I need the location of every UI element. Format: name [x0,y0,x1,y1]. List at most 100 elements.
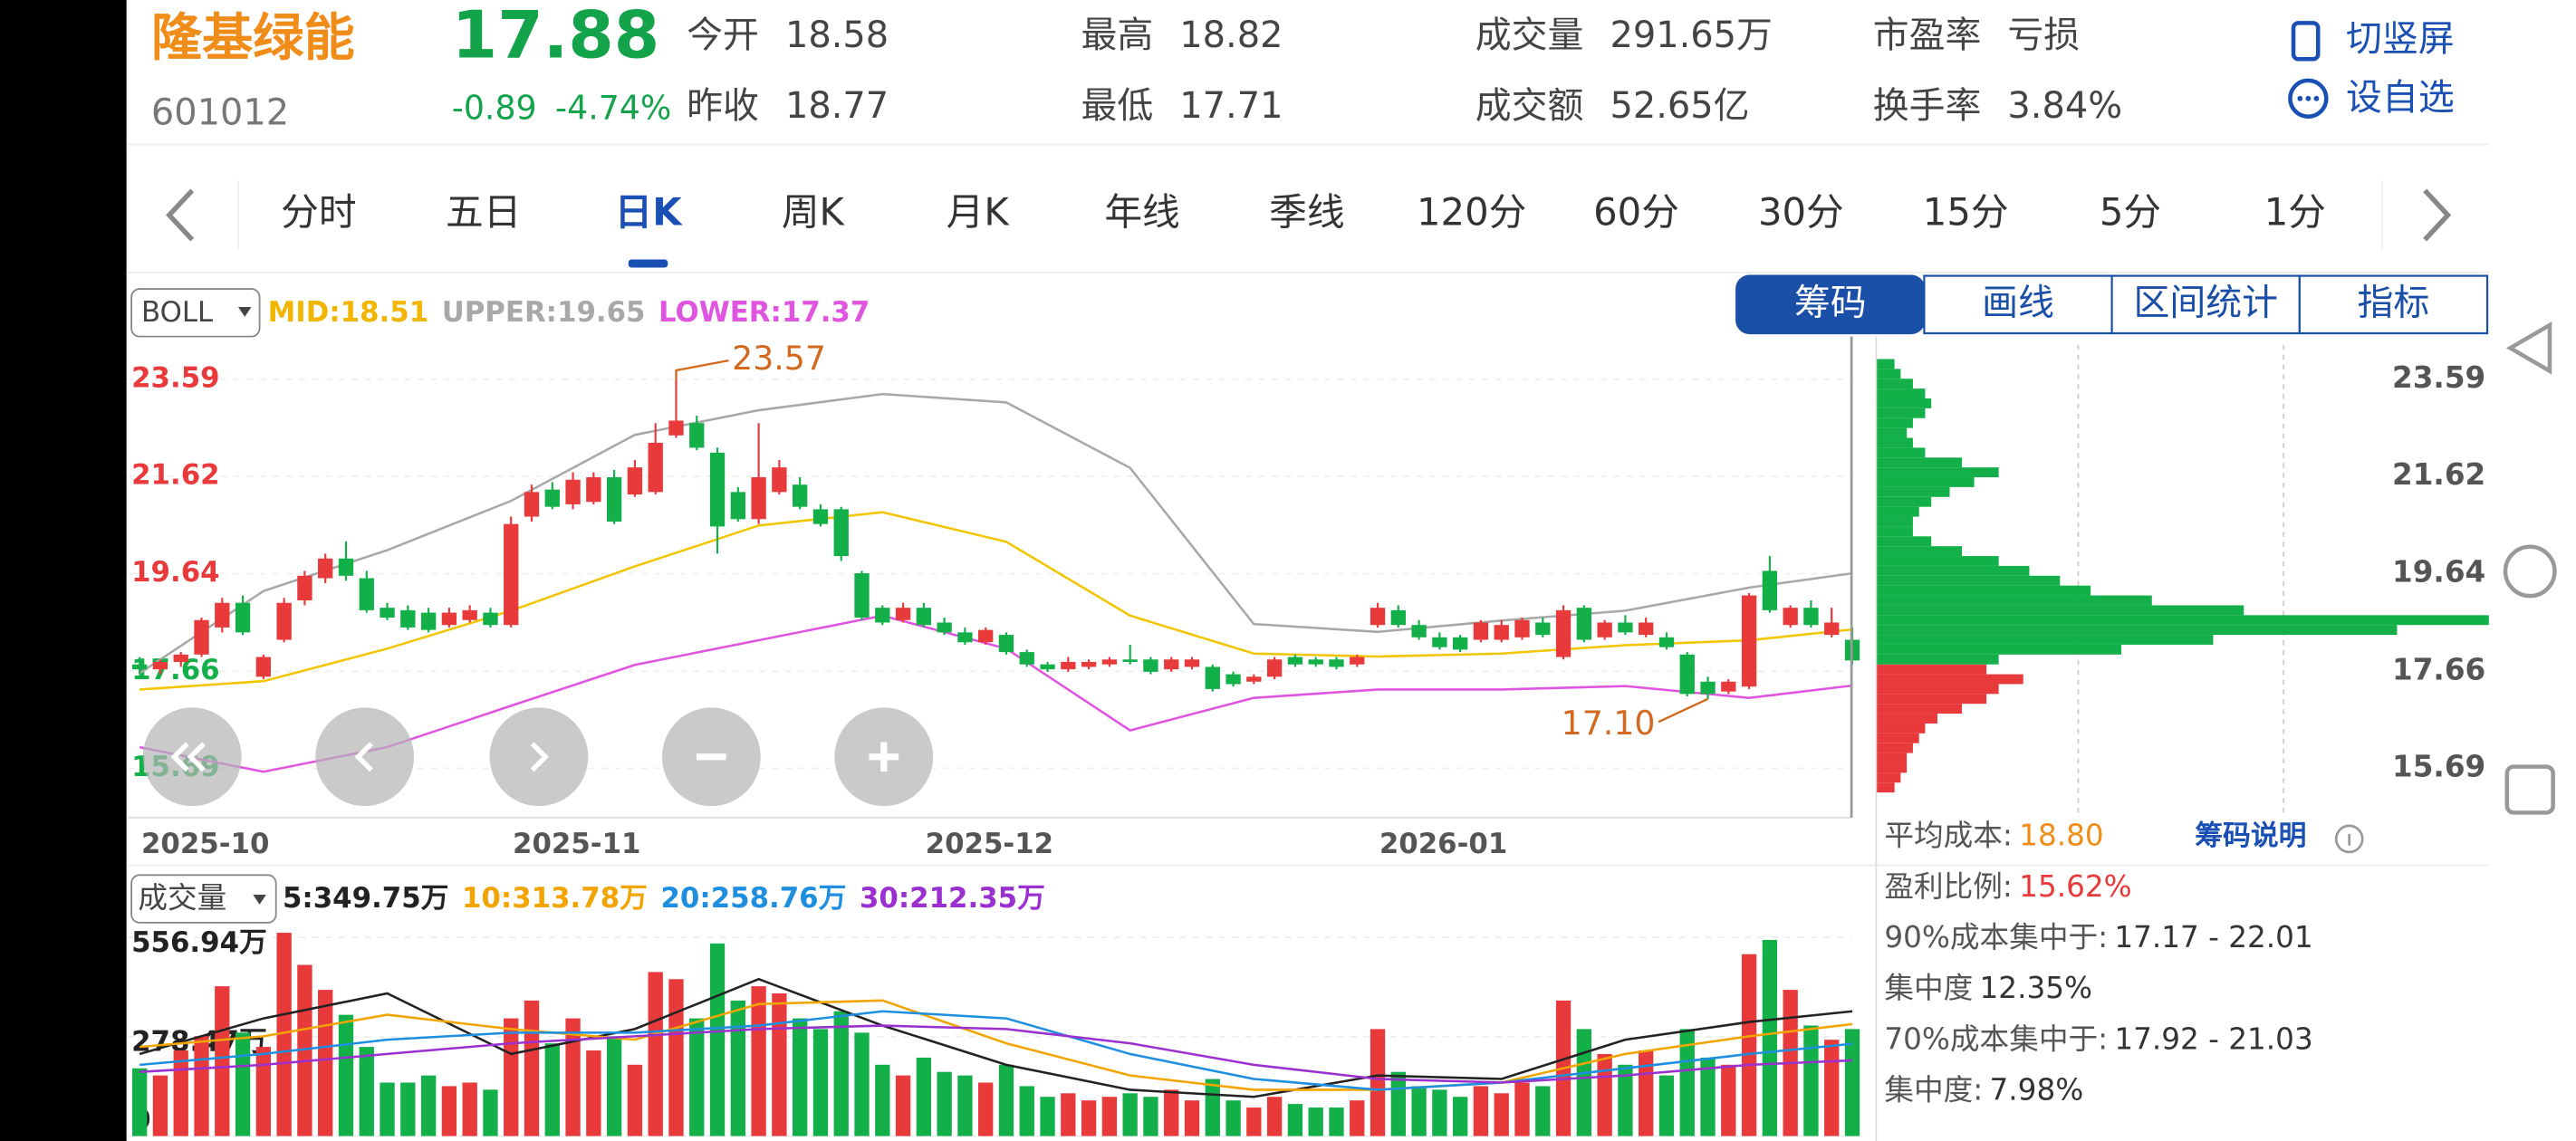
chip-bar [1876,605,2244,616]
candle-body [1164,659,1179,670]
icon [170,742,206,772]
tab[interactable]: 30分 [1758,190,1844,235]
chip-bar [1876,714,1937,724]
chip-tab: 画线 [1982,283,2054,324]
candle-body [1783,608,1798,626]
rotate-button[interactable]: 切竖屏 [2291,18,2455,62]
tab[interactable]: 日K [615,190,684,235]
tab[interactable]: 季线 [1269,190,1344,235]
volume-bar [1535,1086,1551,1136]
volume-bar [875,1064,890,1136]
chip-bar [1876,753,1908,763]
tab[interactable]: 60分 [1593,190,1679,235]
volume-bar [462,1082,477,1136]
more-icon [2288,78,2329,119]
indicator-line [139,511,1853,691]
volume-bar [895,1075,911,1136]
chip-bar [1876,437,1913,448]
volume-bar [854,1032,870,1136]
recents-button[interactable] [2504,764,2555,815]
volume-bar [400,1082,416,1136]
tab[interactable]: 年线 [1104,190,1179,235]
volume-bar [276,933,292,1136]
chip-bar [1876,457,1963,468]
candle-body [1639,622,1654,636]
tab[interactable]: 120分 [1417,190,1526,235]
right-button[interactable] [489,707,589,807]
watch-button[interactable]: 设自选 [2288,77,2455,119]
volume-bar [504,1018,519,1136]
chip-tab-bg[interactable] [2298,274,2489,335]
candle-body [1555,609,1572,657]
candle-body [854,573,870,618]
candle-body [1122,659,1138,662]
chip-tab-bg[interactable] [1923,274,2113,335]
candle-body [1390,609,1406,626]
volume-bar [1432,1089,1447,1136]
indicator-select[interactable] [130,874,277,924]
legend-entry: UPPER:19.65 [442,296,646,329]
prev-arrow[interactable] [166,188,195,242]
candle-body [1266,659,1283,677]
indicator-select[interactable] [130,288,261,338]
chip-bar [1876,684,1999,695]
chip-bar [1876,625,2398,636]
back-button[interactable] [2505,321,2552,375]
candle-body [483,612,498,626]
candle-body [1019,652,1034,665]
volume-bar [338,1014,354,1136]
volume-bar [318,990,333,1136]
stat-value: 18.58 [785,14,889,56]
volume-bar [998,1064,1014,1136]
candle-body [255,657,272,677]
stat-value: 7.98% [1990,1073,2084,1107]
indicator-name: BOLL [141,296,213,329]
indicator-name: 成交量 [138,881,226,916]
help-link[interactable]: 筹码说明 [2195,820,2306,852]
volume-bar [606,1036,622,1136]
y-tick-label: 23.59 [2392,360,2485,395]
home-button[interactable] [2503,544,2557,599]
candle-body [1824,622,1840,636]
volume-bar [1639,1050,1654,1136]
stock-code: 601012 [151,91,289,133]
candle-body [1618,622,1633,633]
chip-tab-bg[interactable] [2110,274,2301,335]
stock-name: 隆基绿能 [151,9,355,68]
legend-entry: 10:313.78万 [462,882,648,915]
stat-label: 集中度: [1884,1073,1983,1107]
change: -0.89 [452,88,537,127]
tab[interactable]: 1分 [2264,190,2326,235]
tab[interactable]: 5分 [2100,190,2161,235]
left-button[interactable] [315,707,415,807]
next-arrow[interactable] [2423,188,2452,242]
candle-body [1679,654,1695,695]
candle-body [132,664,148,670]
volume-bar [1844,1029,1860,1136]
candle-body [338,558,354,576]
tab[interactable]: 周K [782,190,846,235]
legend-entry: MID:18.51 [268,296,429,329]
tab[interactable]: 分时 [281,190,356,235]
candle-body [1287,657,1303,665]
chip-bar [1876,546,1963,557]
candle-body [1370,608,1386,626]
annotation: 17.10 [1562,704,1656,743]
legend-entry: 30:212.35万 [860,882,1045,915]
candle-body [627,467,643,495]
candle-body [937,622,952,633]
volume-bar [1411,1086,1427,1136]
tab[interactable]: 五日 [446,190,521,235]
tab[interactable]: 15分 [1923,190,2009,235]
candle-body [793,484,808,507]
stat-label: 成交额 [1475,85,1584,127]
action-label: 设自选 [2346,77,2455,119]
stat-label: 最高 [1081,14,1153,56]
candle-body [276,602,292,640]
candle-body [1081,661,1097,667]
tab[interactable]: 月K [947,190,1011,235]
stat-label: 最低 [1081,85,1153,127]
chip-bar [1876,486,1950,497]
info-icon[interactable] [2334,824,2364,854]
